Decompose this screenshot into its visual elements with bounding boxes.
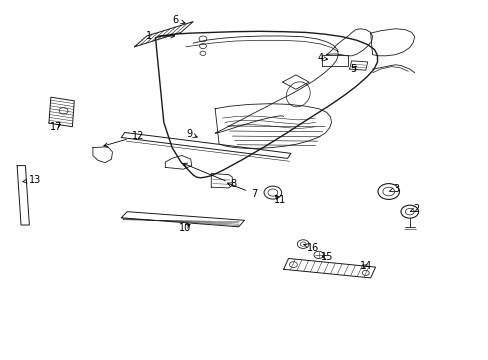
Text: 15: 15	[320, 252, 332, 262]
Text: 10: 10	[178, 222, 191, 233]
Text: 2: 2	[409, 204, 419, 214]
Text: 3: 3	[389, 184, 398, 194]
Text: 17: 17	[50, 122, 62, 132]
Text: 6: 6	[172, 15, 184, 25]
Text: 7: 7	[227, 183, 257, 199]
Text: 1: 1	[146, 31, 174, 41]
Text: 16: 16	[303, 243, 319, 253]
Text: 11: 11	[273, 195, 285, 205]
Text: 13: 13	[23, 175, 41, 185]
Text: 14: 14	[359, 261, 371, 271]
Text: 4: 4	[317, 53, 327, 63]
Text: 8: 8	[183, 163, 236, 189]
Text: 9: 9	[186, 129, 197, 139]
Text: 5: 5	[349, 64, 356, 74]
Text: 12: 12	[103, 131, 144, 147]
